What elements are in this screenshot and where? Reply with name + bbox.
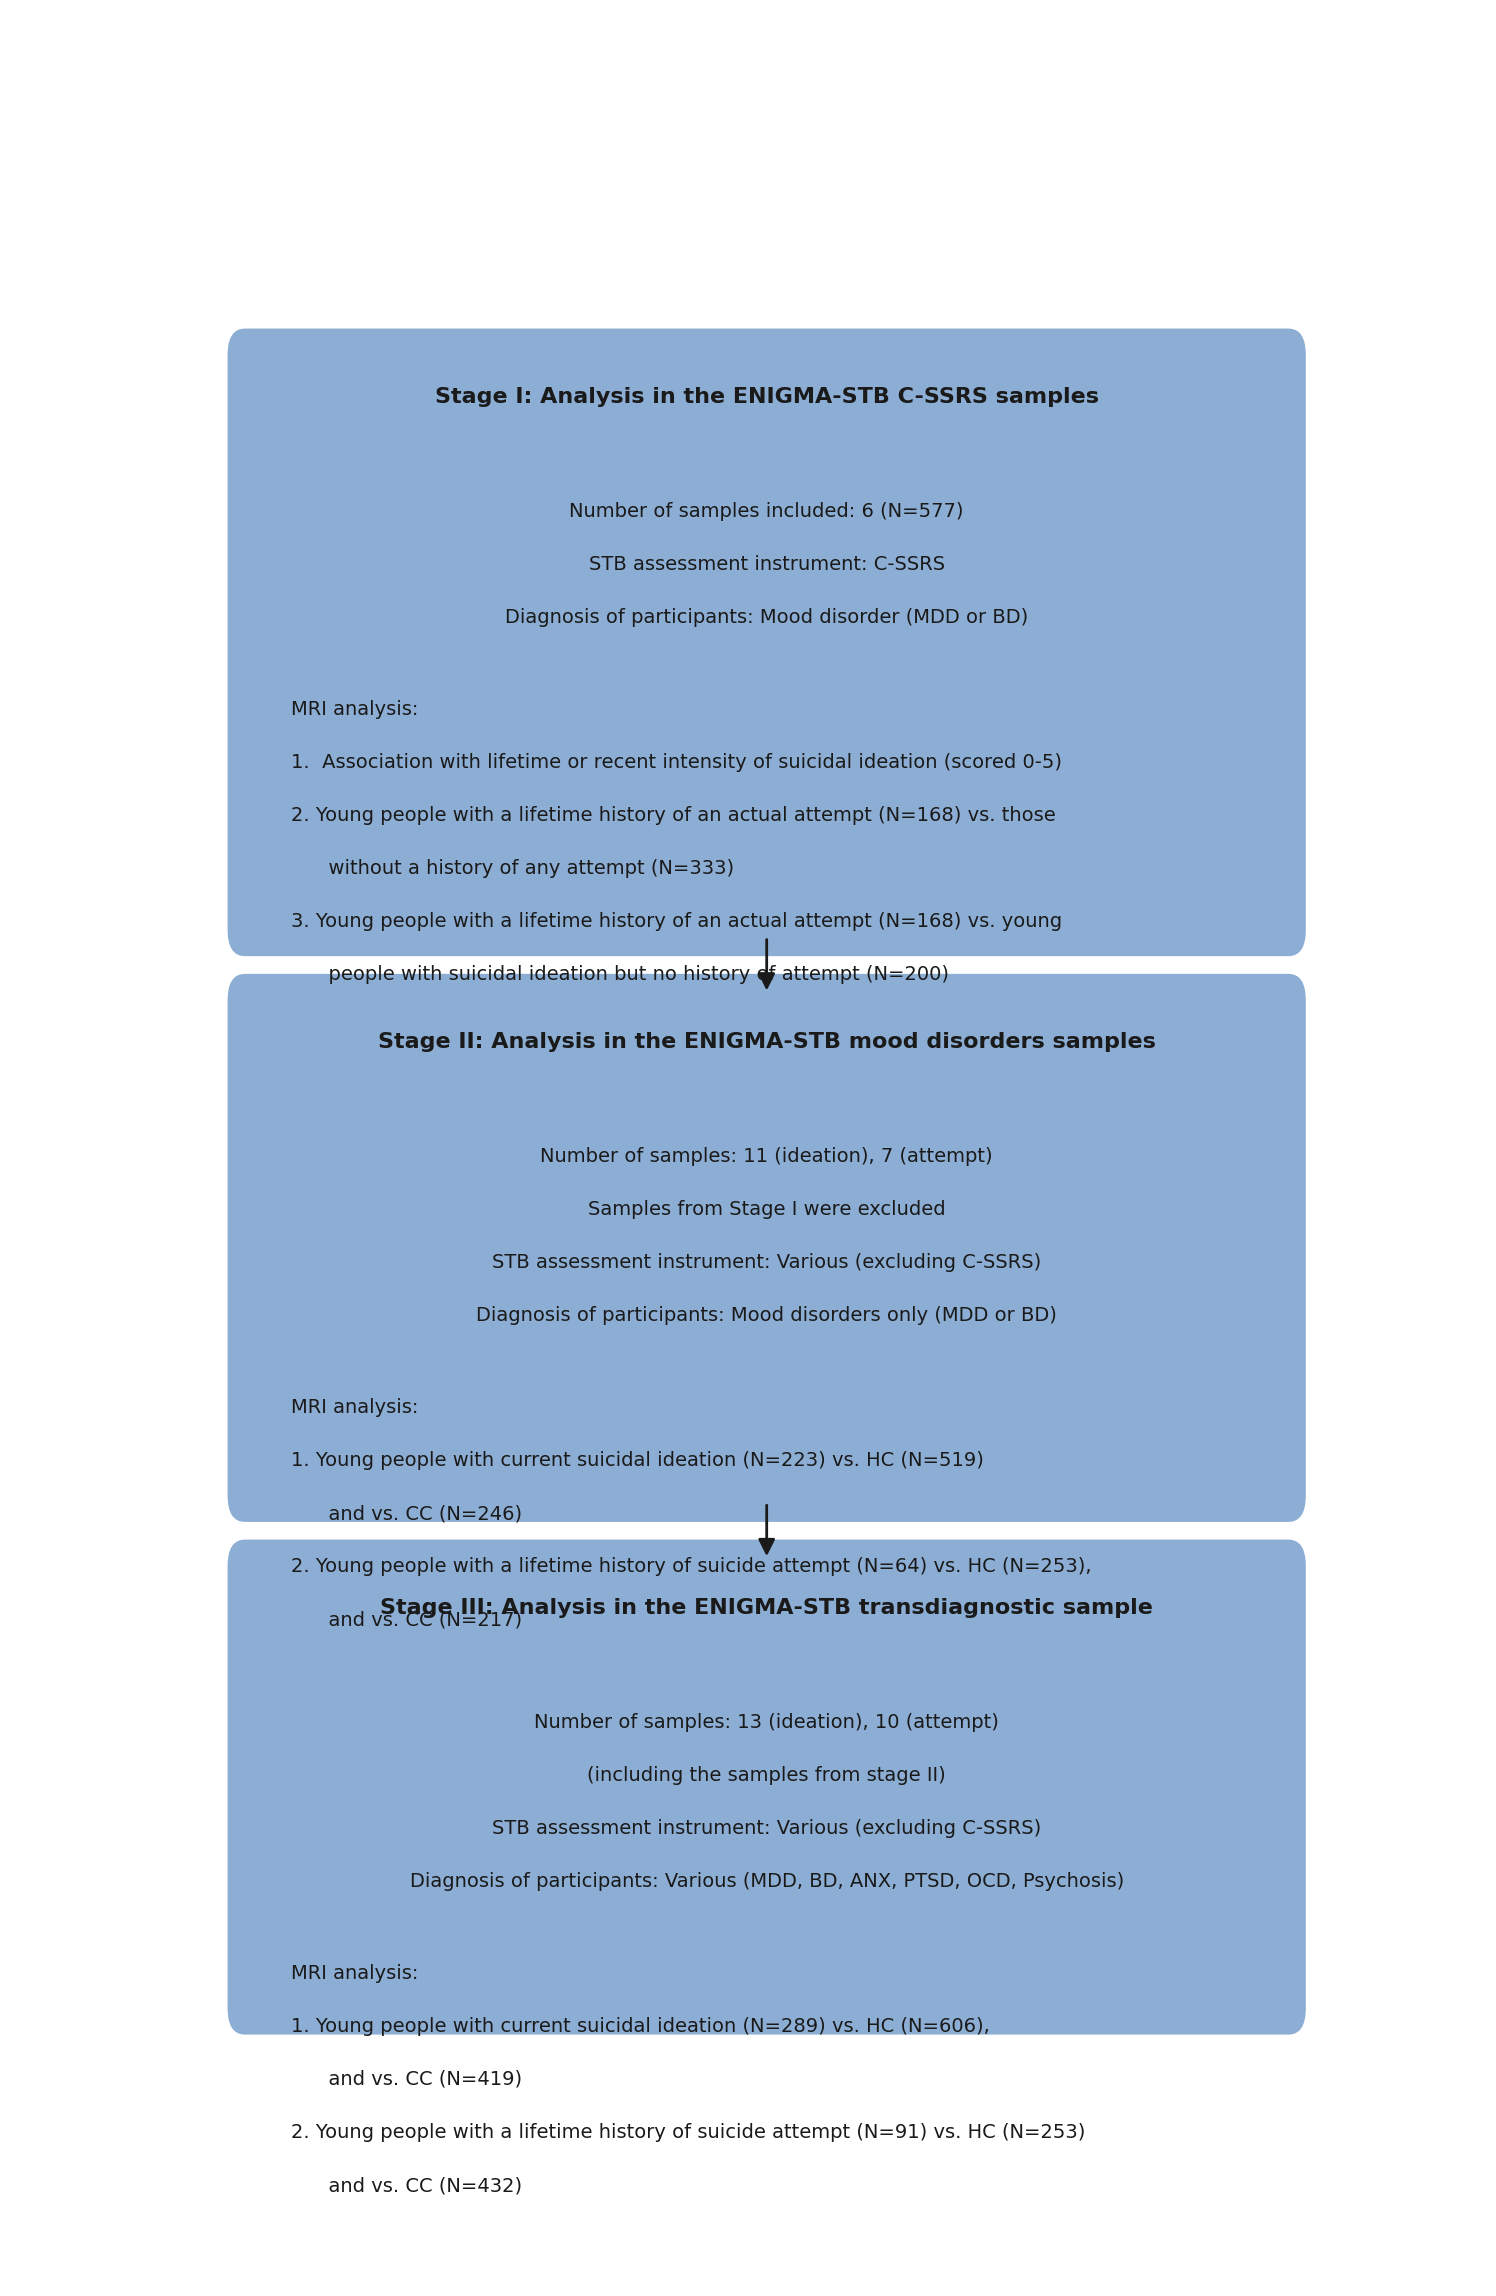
FancyBboxPatch shape: [227, 974, 1306, 1522]
Text: 2. Young people with a lifetime history of suicide attempt (N=64) vs. HC (N=253): 2. Young people with a lifetime history …: [292, 1557, 1092, 1577]
Text: Stage II: Analysis in the ENIGMA-STB mood disorders samples: Stage II: Analysis in the ENIGMA-STB moo…: [378, 1033, 1155, 1052]
Text: 3. Young people with a lifetime history of an actual attempt (N=168) vs. young: 3. Young people with a lifetime history …: [292, 912, 1062, 930]
Text: 2. Young people with a lifetime history of an actual attempt (N=168) vs. those: 2. Young people with a lifetime history …: [292, 806, 1056, 824]
Text: Number of samples: 11 (ideation), 7 (attempt): Number of samples: 11 (ideation), 7 (att…: [540, 1148, 993, 1166]
Text: Samples from Stage I were excluded: Samples from Stage I were excluded: [588, 1201, 945, 1219]
Text: Diagnosis of participants: Mood disorders only (MDD or BD): Diagnosis of participants: Mood disorder…: [476, 1306, 1058, 1325]
Text: Diagnosis of participants: Mood disorder (MDD or BD): Diagnosis of participants: Mood disorder…: [506, 608, 1028, 627]
Text: 1. Young people with current suicidal ideation (N=289) vs. HC (N=606),: 1. Young people with current suicidal id…: [292, 2016, 990, 2037]
Text: 1. Young people with current suicidal ideation (N=223) vs. HC (N=519): 1. Young people with current suicidal id…: [292, 1451, 984, 1469]
FancyBboxPatch shape: [227, 328, 1306, 955]
Text: and vs. CC (N=419): and vs. CC (N=419): [292, 2071, 522, 2089]
Text: 2. Young people with a lifetime history of suicide attempt (N=91) vs. HC (N=253): 2. Young people with a lifetime history …: [292, 2124, 1086, 2142]
Text: Number of samples: 13 (ideation), 10 (attempt): Number of samples: 13 (ideation), 10 (at…: [534, 1713, 999, 1731]
Text: without a history of any attempt (N=333): without a history of any attempt (N=333): [292, 859, 735, 877]
Text: and vs. CC (N=246): and vs. CC (N=246): [292, 1504, 522, 1522]
Text: 1.  Association with lifetime or recent intensity of suicidal ideation (scored 0: 1. Association with lifetime or recent i…: [292, 753, 1062, 771]
Text: people with suicidal ideation but no history of attempt (N=200): people with suicidal ideation but no his…: [292, 964, 950, 985]
Text: STB assessment instrument: Various (excluding C-SSRS): STB assessment instrument: Various (excl…: [492, 1818, 1041, 1837]
Text: Diagnosis of participants: Various (MDD, BD, ANX, PTSD, OCD, Psychosis): Diagnosis of participants: Various (MDD,…: [410, 1871, 1123, 1892]
FancyBboxPatch shape: [227, 1541, 1306, 2034]
Text: Number of samples included: 6 (N=577): Number of samples included: 6 (N=577): [570, 503, 963, 521]
Text: (including the samples from stage II): (including the samples from stage II): [588, 1766, 945, 1784]
Text: STB assessment instrument: Various (excluding C-SSRS): STB assessment instrument: Various (excl…: [492, 1254, 1041, 1272]
Text: and vs. CC (N=217): and vs. CC (N=217): [292, 1609, 522, 1630]
Text: MRI analysis:: MRI analysis:: [292, 1398, 419, 1417]
Text: STB assessment instrument: C-SSRS: STB assessment instrument: C-SSRS: [588, 556, 945, 574]
Text: and vs. CC (N=432): and vs. CC (N=432): [292, 2177, 522, 2195]
Text: Stage III: Analysis in the ENIGMA-STB transdiagnostic sample: Stage III: Analysis in the ENIGMA-STB tr…: [380, 1598, 1153, 1619]
Text: MRI analysis:: MRI analysis:: [292, 1963, 419, 1984]
Text: MRI analysis:: MRI analysis:: [292, 700, 419, 719]
Text: Stage I: Analysis in the ENIGMA-STB C-SSRS samples: Stage I: Analysis in the ENIGMA-STB C-SS…: [435, 388, 1098, 406]
